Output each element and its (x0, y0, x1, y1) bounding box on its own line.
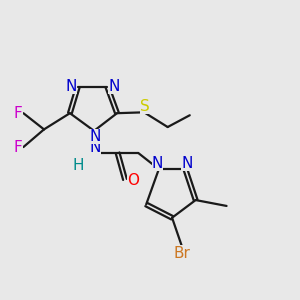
Text: N: N (181, 156, 193, 171)
Text: N: N (89, 140, 100, 155)
Text: N: N (152, 156, 163, 171)
Text: F: F (14, 106, 22, 121)
Text: S: S (140, 99, 150, 114)
Text: N: N (108, 79, 119, 94)
Text: Br: Br (174, 246, 191, 261)
Text: N: N (66, 79, 77, 94)
Text: N: N (90, 129, 101, 144)
Text: F: F (14, 140, 22, 154)
Text: O: O (127, 173, 139, 188)
Text: H: H (72, 158, 84, 173)
